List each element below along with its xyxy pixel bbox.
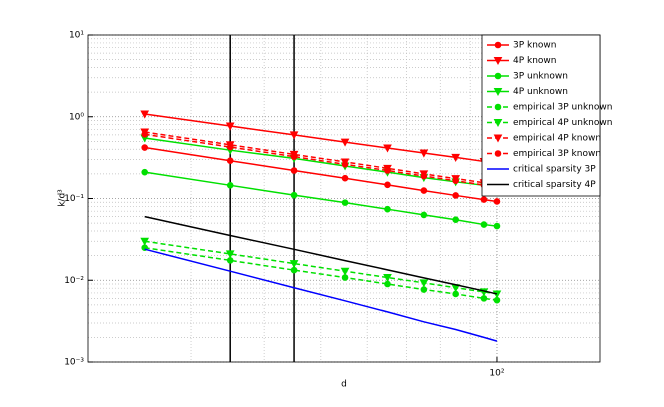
marker	[494, 41, 502, 49]
marker	[289, 260, 299, 269]
marker	[140, 110, 150, 119]
marker	[226, 182, 234, 189]
marker	[493, 88, 503, 97]
marker	[384, 205, 391, 213]
marker	[290, 167, 298, 174]
legend-label: empirical 4P known	[513, 134, 601, 144]
x-axis-label: d	[341, 380, 347, 390]
series-line	[144, 215, 498, 295]
marker	[480, 196, 488, 203]
marker	[493, 198, 501, 205]
legend-label: 3P unknown	[513, 72, 568, 82]
marker	[494, 150, 502, 157]
marker	[493, 57, 503, 66]
legend-label: 4P unknown	[513, 87, 568, 97]
legend-label: empirical 3P known	[513, 149, 601, 159]
legend-label: 3P known	[513, 41, 557, 51]
marker	[341, 199, 349, 206]
marker	[452, 216, 459, 224]
marker	[289, 131, 299, 140]
marker	[493, 119, 503, 128]
marker	[341, 161, 349, 168]
plot-frame	[87, 34, 601, 363]
series-line	[144, 248, 498, 342]
marker	[419, 149, 429, 158]
marker	[226, 143, 234, 151]
marker	[384, 181, 391, 189]
marker	[141, 144, 149, 151]
marker	[226, 157, 234, 164]
marker	[290, 266, 298, 274]
marker	[225, 122, 235, 131]
y-tick-label: 10⁻²	[64, 276, 84, 286]
marker	[384, 167, 391, 174]
marker	[494, 103, 502, 111]
y-tick-label: 10⁻³	[64, 358, 84, 368]
x-tick-label: 10²	[489, 369, 504, 379]
marker	[340, 267, 350, 276]
marker	[493, 222, 501, 230]
legend-label: 4P known	[513, 56, 557, 66]
series-line	[144, 131, 498, 186]
marker	[420, 187, 428, 194]
marker	[420, 286, 428, 293]
marker	[493, 134, 503, 143]
y-tick-label: 10⁻¹	[64, 194, 84, 204]
marker	[290, 153, 298, 160]
marker	[225, 250, 235, 259]
marker	[419, 279, 429, 288]
legend-label: critical sparsity 3P	[513, 165, 596, 175]
legend-label: empirical 4P unknown	[513, 118, 612, 128]
marker	[452, 192, 459, 199]
series-line	[144, 133, 498, 188]
y-tick-label: 10¹	[69, 31, 84, 41]
marker	[340, 138, 350, 147]
marker	[341, 174, 349, 182]
y-tick-label: 10⁰	[69, 112, 84, 122]
marker	[451, 153, 461, 162]
marker	[420, 172, 428, 180]
marker	[140, 237, 150, 246]
marker	[480, 221, 488, 228]
marker	[452, 177, 459, 185]
marker	[383, 274, 392, 283]
legend-label: empirical 3P unknown	[513, 103, 612, 113]
y-axis-label: k/d³	[58, 189, 68, 207]
marker	[383, 144, 392, 153]
legend-label: critical sparsity 4P	[513, 180, 596, 190]
marker	[494, 72, 502, 80]
marker	[420, 211, 428, 219]
marker	[290, 191, 298, 199]
marker	[141, 168, 149, 176]
series-line	[144, 246, 498, 301]
series-line	[144, 240, 498, 295]
marker	[141, 130, 149, 138]
